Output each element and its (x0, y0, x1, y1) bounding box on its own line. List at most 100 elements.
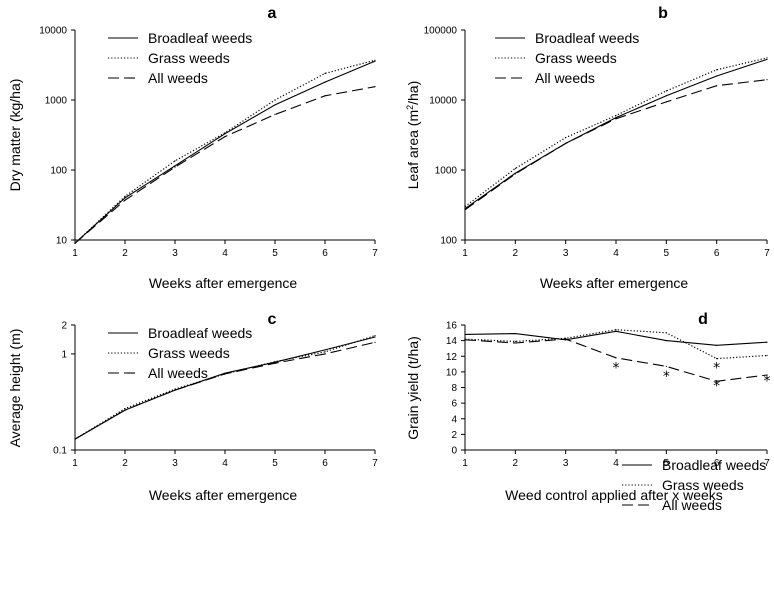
data-point (324, 81, 326, 83)
x-tick-label: 1 (462, 248, 468, 259)
y-tick-label: 2 (61, 321, 67, 332)
x-tick-label: 6 (714, 248, 720, 259)
data-point (514, 173, 516, 175)
x-tick-label: 1 (72, 458, 78, 469)
data-point (565, 338, 567, 340)
data-point (514, 167, 516, 170)
x-tick-label: 3 (172, 458, 178, 469)
x-tick-label: 4 (613, 248, 619, 259)
y-tick-label: 4 (451, 414, 457, 425)
data-point (615, 330, 617, 332)
y-tick-label: 8 (451, 383, 457, 394)
y-tick-label: 14 (446, 336, 458, 347)
significance-mark: * (764, 374, 771, 390)
x-tick-label: 4 (613, 458, 619, 469)
data-point (74, 242, 76, 244)
x-tick-label: 7 (372, 458, 378, 469)
data-point (274, 361, 276, 363)
y-tick-label: 10000 (429, 96, 457, 107)
significance-mark: * (713, 360, 720, 376)
x-tick-label: 3 (172, 248, 178, 259)
panel-label: c (268, 311, 277, 328)
x-axis-title: Weed control applied after x weeks (505, 487, 723, 503)
legend: Broadleaf weeds Grass weeds All weeds (495, 30, 639, 86)
x-tick-label: 2 (122, 458, 128, 469)
x-tick-label: 3 (563, 248, 569, 259)
data-point (274, 113, 276, 116)
data-point (124, 195, 126, 197)
series-line-broadleaf-weeds (464, 58, 768, 210)
data-point (565, 137, 567, 139)
data-point (766, 57, 768, 59)
legend: Broadleaf weeds Grass weeds All weeds (622, 457, 766, 513)
data-point (615, 114, 617, 117)
x-tick-label: 6 (714, 458, 720, 469)
data-point (374, 335, 376, 337)
data-point (174, 389, 176, 391)
data-point (665, 90, 667, 92)
panel-c: 1 2 3 4 5 6 7 0.1 1 2 Broadleaf weeds Grass weeds Al… (7, 311, 378, 503)
y-tick-label: 10 (446, 367, 458, 378)
y-tick-label: 100000 (424, 26, 458, 37)
panel-a: 1 2 3 4 5 6 7 10 100 1000 10000 Broadleaf weeds Gras… (7, 5, 378, 291)
data-point (374, 59, 376, 61)
data-point (766, 79, 768, 81)
legend-entry: All weeds (662, 497, 722, 513)
series-line-grass-weeds (74, 59, 376, 244)
x-tick-label: 6 (322, 248, 328, 259)
panel-label: d (698, 311, 708, 328)
x-tick-label: 3 (563, 458, 569, 469)
data-point (124, 409, 126, 411)
data-point (716, 380, 718, 382)
legend: Broadleaf weeds Grass weeds All weeds (108, 30, 252, 86)
y-tick-label: 1000 (45, 96, 68, 107)
data-point (124, 199, 126, 201)
x-tick-label: 1 (72, 248, 78, 259)
data-point (124, 407, 126, 410)
x-tick-label: 6 (322, 458, 328, 469)
data-point (464, 339, 466, 341)
y-tick-label: 1 (61, 349, 67, 360)
legend-entry: Broadleaf weeds (535, 30, 639, 46)
data-point (615, 357, 617, 359)
data-point (716, 75, 718, 77)
data-point (374, 60, 376, 62)
data-point (224, 136, 226, 138)
data-point (274, 362, 276, 364)
data-point (324, 95, 326, 97)
panel-label: a (268, 5, 277, 22)
legend-entry: Grass weeds (148, 50, 230, 66)
data-point (224, 132, 226, 134)
data-point (124, 197, 126, 199)
legend-entry: Broadleaf weeds (662, 457, 766, 473)
legend-entry: Broadleaf weeds (148, 325, 252, 341)
x-tick-label: 7 (372, 248, 378, 259)
significance-mark: * (613, 360, 620, 376)
x-tick-label: 7 (764, 458, 770, 469)
x-tick-label: 5 (272, 458, 278, 469)
panel-label: b (658, 5, 668, 22)
series-line-broadleaf-weeds (464, 330, 768, 346)
y-tick-label: 0 (451, 446, 457, 457)
x-tick-label: 4 (222, 458, 228, 469)
y-tick-label: 12 (446, 352, 458, 363)
y-tick-label: 10 (56, 236, 68, 247)
data-point (514, 340, 516, 343)
data-point (274, 99, 276, 101)
x-axis-title: Weeks after emergence (540, 275, 689, 291)
data-point (665, 332, 667, 334)
x-tick-label: 5 (664, 458, 670, 469)
series-line-grass-weeds (464, 57, 768, 208)
data-point (174, 166, 176, 168)
data-point (766, 341, 768, 343)
series-line-broadleaf-weeds (74, 60, 376, 244)
legend-entry: Grass weeds (662, 477, 744, 493)
legend-entry: Broadleaf weeds (148, 30, 252, 46)
data-point (464, 333, 466, 335)
data-point (615, 118, 617, 120)
y-axis-title: Grain yield (t/ha) (405, 336, 421, 439)
data-point (464, 209, 466, 211)
data-point (514, 342, 516, 344)
